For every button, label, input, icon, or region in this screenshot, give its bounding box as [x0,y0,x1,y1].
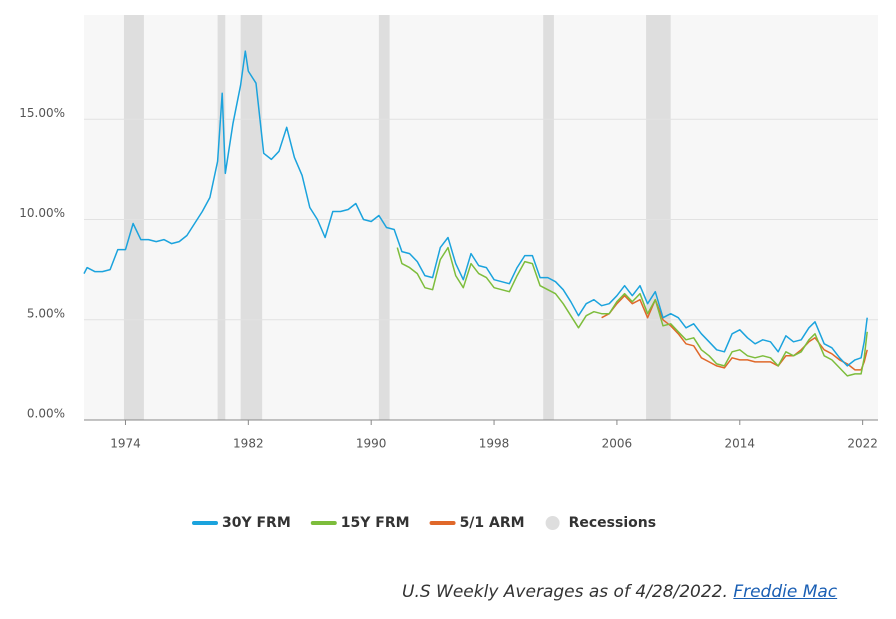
recession-band [543,15,554,420]
legend-label: 15Y FRM [341,515,410,531]
recession-band [123,15,144,420]
x-tick-label: 2006 [602,437,633,451]
x-tick-label: 2022 [847,437,878,451]
x-tick-label: 1998 [479,437,510,451]
y-tick-label: 0.00% [27,407,65,421]
x-tick-label: 1974 [110,437,141,451]
plot-area [84,15,878,420]
legend-swatch [545,516,560,530]
legend-label: Recessions [569,515,656,531]
chart: 0.00% 5.00% 10.00% 15.00% 1974 1982 1990 1998 20… [19,15,878,531]
recession-band [240,15,263,420]
source-link[interactable]: Freddie Mac [733,582,838,602]
legend-label: 5/1 ARM [460,515,525,531]
legend: 30Y FRM 15Y FRM 5/1 ARM Recessions [192,515,656,531]
note-text: U.S Weekly Averages as of 4/28/2022. [402,582,728,602]
y-tick-label: 15.00% [19,106,65,120]
x-tick-label: 2014 [725,437,756,451]
series-line [83,50,868,367]
y-tick-label: 10.00% [19,206,65,220]
recession-band [646,15,671,420]
recession-band [378,15,390,420]
y-tick-label: 5.00% [27,306,65,320]
legend-label: 30Y FRM [222,515,291,531]
series-line [396,246,868,377]
source-note: U.S Weekly Averages as of 4/28/2022. Fre… [402,582,837,602]
x-tick-label: 1982 [233,437,264,451]
series-line [601,294,868,371]
recession-band [217,15,226,420]
x-tick-label: 1990 [356,437,387,451]
